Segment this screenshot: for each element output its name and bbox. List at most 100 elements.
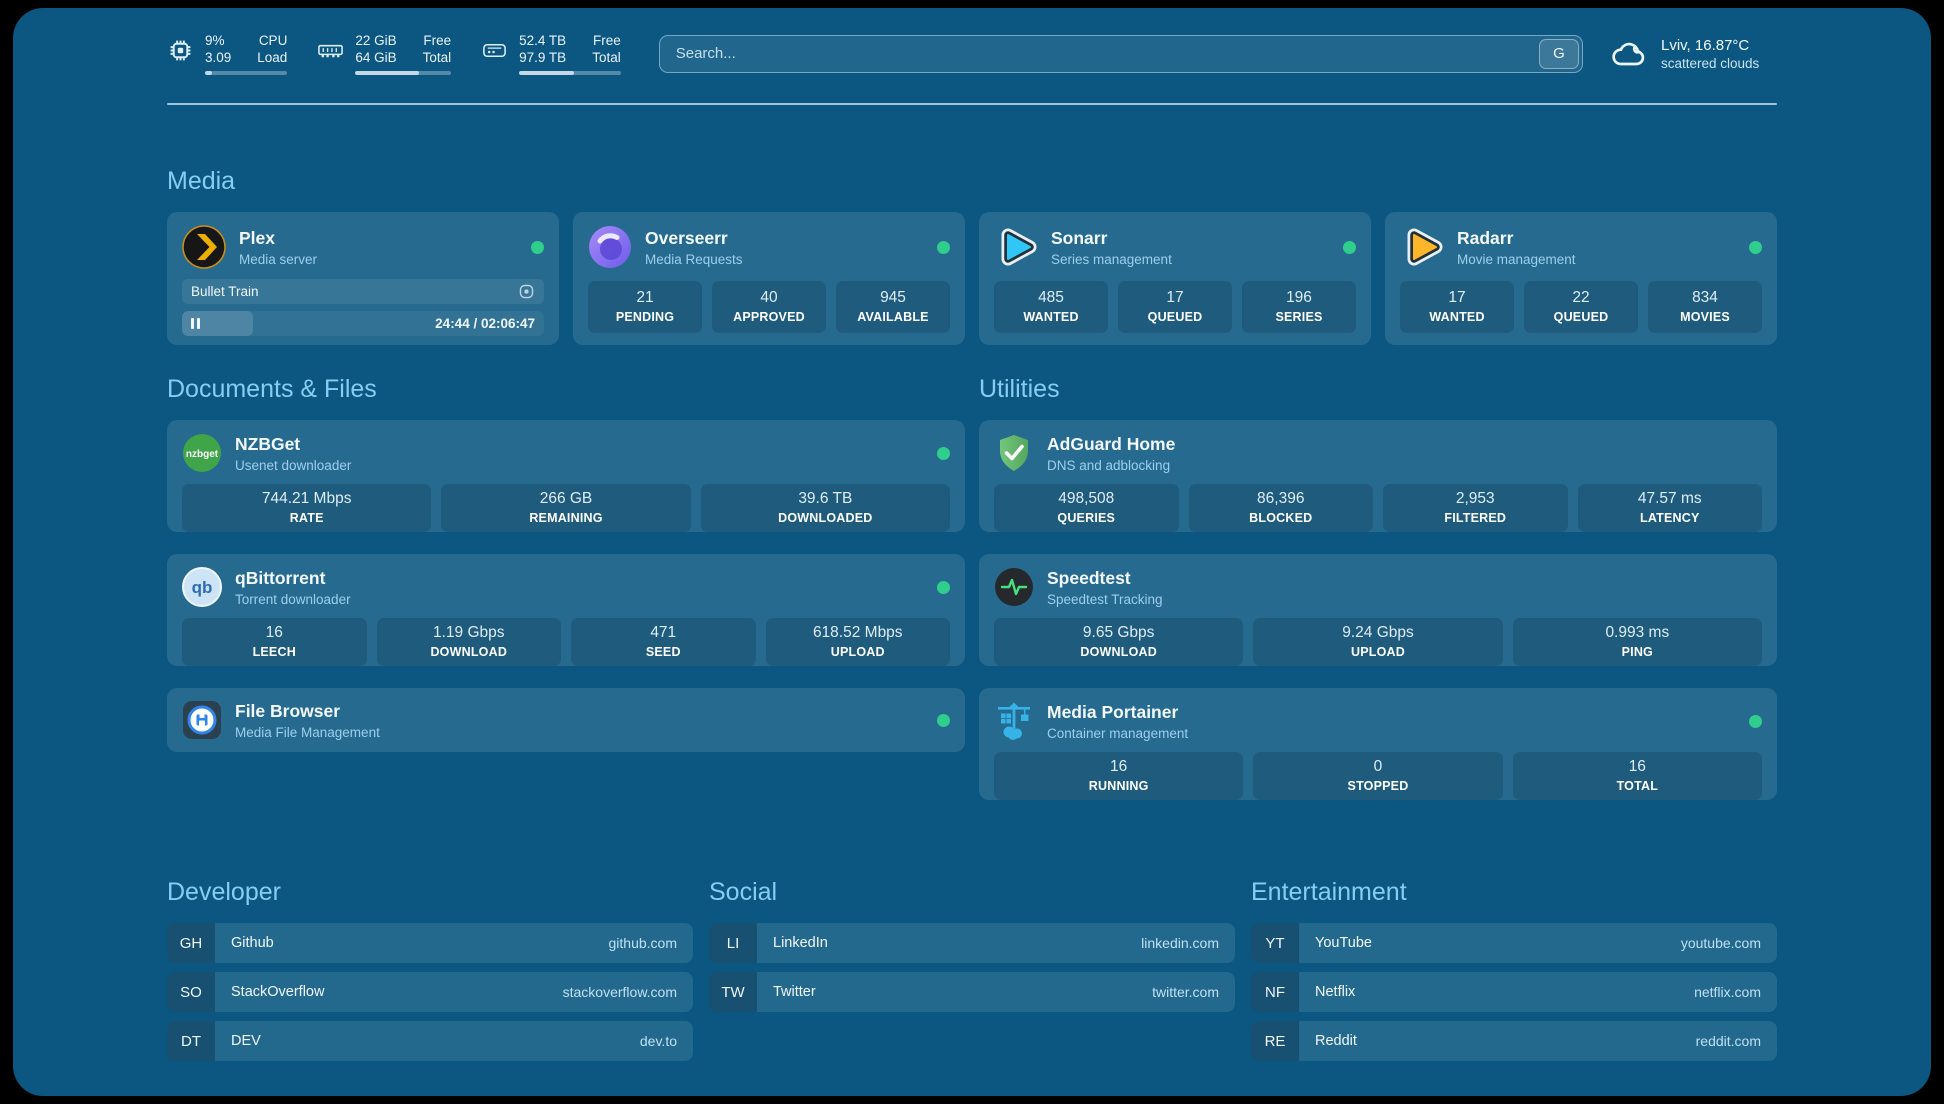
service-title: NZBGet [235, 433, 301, 454]
service-subtitle: Series management [1051, 251, 1172, 267]
memory-progress-fill [355, 71, 419, 75]
stat-seed: 471 SEED [571, 618, 756, 666]
stat-remaining: 266 GB REMAINING [441, 484, 691, 532]
service-title: AdGuard Home [1047, 433, 1176, 454]
bookmark-url: stackoverflow.com [562, 984, 677, 1000]
search-bar: G [658, 34, 1583, 73]
service-subtitle: DNS and adblocking [1047, 457, 1171, 473]
service-card-sonarr[interactable]: Sonarr Series management 485 WANTED 17 Q… [979, 212, 1371, 345]
memory-total-label: Total [422, 50, 452, 65]
dashboard-panel: 9% 3.09 CPU Load [13, 8, 1931, 1096]
service-card-filebrowser[interactable]: File Browser Media File Management [167, 688, 965, 752]
bookmark-github[interactable]: GH Github github.com [167, 923, 693, 963]
session-camera-icon[interactable] [518, 283, 535, 300]
service-card-portainer[interactable]: Media Portainer Container management 16 … [979, 688, 1777, 800]
disk-progress-fill [519, 71, 574, 75]
disk-total-label: Total [592, 50, 621, 65]
service-card-plex[interactable]: Plex Media server Bullet Train 24:44 / 0… [167, 212, 559, 345]
bookmark-reddit[interactable]: RE Reddit reddit.com [1251, 1021, 1777, 1061]
top-bar: 9% 3.09 CPU Load [167, 8, 1777, 75]
service-title: File Browser [235, 700, 341, 721]
bookmark-url: twitter.com [1152, 984, 1219, 1000]
plex-icon [182, 225, 226, 269]
stat-downloaded: 39.6 TB DOWNLOADED [700, 484, 950, 532]
service-subtitle: Media server [239, 251, 318, 267]
stat-queued: 22 QUEUED [1524, 281, 1638, 333]
bookmark-url: github.com [608, 935, 677, 951]
memory-free-label: Free [423, 33, 452, 48]
cpu-percent: 9% [205, 33, 225, 48]
cpu-progress-fill [205, 71, 213, 75]
bookmark-netflix[interactable]: NF Netflix netflix.com [1251, 972, 1777, 1012]
stat-running: 16 RUNNING [994, 752, 1244, 800]
service-subtitle: Movie management [1457, 251, 1576, 267]
service-subtitle: Torrent downloader [235, 591, 351, 607]
stat-available: 945 AVAILABLE [836, 281, 950, 333]
media-cards-row: Plex Media server Bullet Train 24:44 / 0… [167, 212, 1777, 345]
pause-icon[interactable] [191, 318, 200, 329]
memory-resource-widget: 22 GiB 64 GiB Free Total [317, 32, 452, 75]
service-card-qbittorrent[interactable]: qb qBittorrent Torrent downloader 16 LEE… [167, 554, 965, 666]
weather-condition: scattered clouds [1661, 55, 1760, 71]
bookmark-twitter[interactable]: TW Twitter twitter.com [709, 972, 1235, 1012]
stat-leech: 16 LEECH [182, 618, 367, 666]
service-subtitle: Usenet downloader [235, 457, 352, 473]
bookmark-dev[interactable]: DT DEV dev.to [167, 1021, 693, 1061]
bookmarks-section: Developer GH Github github.com SO StackO… [167, 878, 1777, 1070]
plex-playback-time: 24:44 / 02:06:47 [435, 316, 535, 331]
plex-now-playing-row: Bullet Train [182, 279, 544, 304]
stat-upload: 9.24 Gbps UPLOAD [1253, 618, 1503, 666]
bookmark-stackoverflow[interactable]: SO StackOverflow stackoverflow.com [167, 972, 693, 1012]
documents-column: Documents & Files nzbget NZBGet Usenet d… [167, 345, 965, 822]
status-dot [937, 446, 950, 460]
stat-movies: 834 MOVIES [1648, 281, 1762, 333]
stat-series: 196 SERIES [1242, 281, 1356, 333]
nzbget-icon: nzbget [183, 434, 221, 472]
service-title: Media Portainer [1047, 701, 1179, 722]
stat-download: 1.19 Gbps DOWNLOAD [376, 618, 561, 666]
cloud-icon [1612, 42, 1645, 65]
search-input[interactable] [658, 34, 1583, 73]
stat-approved: 40 APPROVED [712, 281, 826, 333]
section-title-documents: Documents & Files [167, 375, 377, 403]
bookmark-youtube[interactable]: YT YouTube youtube.com [1251, 923, 1777, 963]
bookmark-abbr: YT [1251, 923, 1299, 963]
service-subtitle: Media File Management [235, 724, 380, 740]
memory-free-value: 22 GiB [355, 33, 397, 48]
service-title: qBittorrent [235, 567, 326, 588]
filebrowser-icon [183, 701, 221, 739]
search-provider-button[interactable]: G [1539, 38, 1579, 69]
bookmark-url: dev.to [639, 1033, 677, 1049]
status-dot [937, 713, 950, 727]
stat-latency: 47.57 ms LATENCY [1577, 484, 1762, 532]
disk-progress-bar [519, 71, 621, 75]
service-card-adguard[interactable]: AdGuard Home DNS and adblocking 498,508 … [979, 420, 1777, 532]
stat-rate: 744.21 Mbps RATE [182, 484, 432, 532]
status-dot [937, 240, 950, 254]
stat-pending: 21 PENDING [588, 281, 702, 333]
plex-now-playing-title: Bullet Train [191, 284, 259, 299]
bookmark-linkedin[interactable]: LI LinkedIn linkedin.com [709, 923, 1235, 963]
service-card-radarr[interactable]: Radarr Movie management 17 WANTED 22 QUE… [1385, 212, 1777, 345]
service-subtitle: Media Requests [645, 251, 743, 267]
stat-queries: 498,508 QUERIES [994, 484, 1179, 532]
svg-text:qb: qb [192, 578, 213, 597]
section-title-social: Social [709, 878, 778, 906]
bookmark-url: netflix.com [1694, 984, 1761, 1000]
service-card-overseerr[interactable]: Overseerr Media Requests 21 PENDING 40 A… [573, 212, 965, 345]
service-card-nzbget[interactable]: nzbget NZBGet Usenet downloader 744.21 M… [167, 420, 965, 532]
bookmark-abbr: RE [1251, 1021, 1299, 1061]
section-title-utilities: Utilities [979, 375, 1060, 403]
disk-free-label: Free [592, 33, 621, 48]
bookmark-name: YouTube [1315, 935, 1372, 951]
stat-blocked: 86,396 BLOCKED [1188, 484, 1373, 532]
bookmark-abbr: GH [167, 923, 215, 963]
bookmark-abbr: SO [167, 972, 215, 1012]
bookmark-url: reddit.com [1695, 1033, 1761, 1049]
bookmark-abbr: NF [1251, 972, 1299, 1012]
bookmark-url: linkedin.com [1141, 935, 1219, 951]
header-divider [167, 103, 1777, 105]
bookmark-group-social: Social LI LinkedIn linkedin.com TW Twitt… [709, 878, 1235, 1070]
service-card-speedtest[interactable]: Speedtest Speedtest Tracking 9.65 Gbps D… [979, 554, 1777, 666]
bookmark-abbr: TW [709, 972, 757, 1012]
